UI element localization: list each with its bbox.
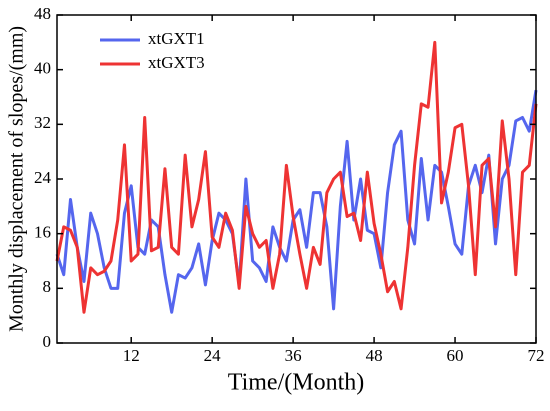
x-tick-label: 60 — [447, 346, 464, 365]
x-tick-label: 48 — [366, 346, 383, 365]
legend-label: xtGXT3 — [148, 53, 205, 72]
y-axis-label: Monthly displacement of slopes/(mm) — [6, 26, 28, 332]
x-tick-label: 12 — [123, 346, 140, 365]
x-tick-label: 72 — [528, 346, 545, 365]
y-tick-label: 40 — [34, 59, 51, 78]
y-tick-label: 16 — [34, 223, 51, 242]
x-tick-label: 24 — [204, 346, 222, 365]
legend-label: xtGXT1 — [148, 29, 205, 48]
line-series — [55, 40, 538, 314]
y-tick-label: 8 — [43, 277, 52, 296]
y-tick-label: 24 — [34, 168, 52, 187]
y-tick-label: 32 — [34, 113, 51, 132]
x-axis-label: Time/(Month) — [228, 370, 364, 396]
y-tick-label: 48 — [34, 4, 51, 23]
line-series — [55, 89, 538, 314]
y-tick-label: 0 — [43, 332, 52, 351]
x-tick-label: 36 — [285, 346, 302, 365]
